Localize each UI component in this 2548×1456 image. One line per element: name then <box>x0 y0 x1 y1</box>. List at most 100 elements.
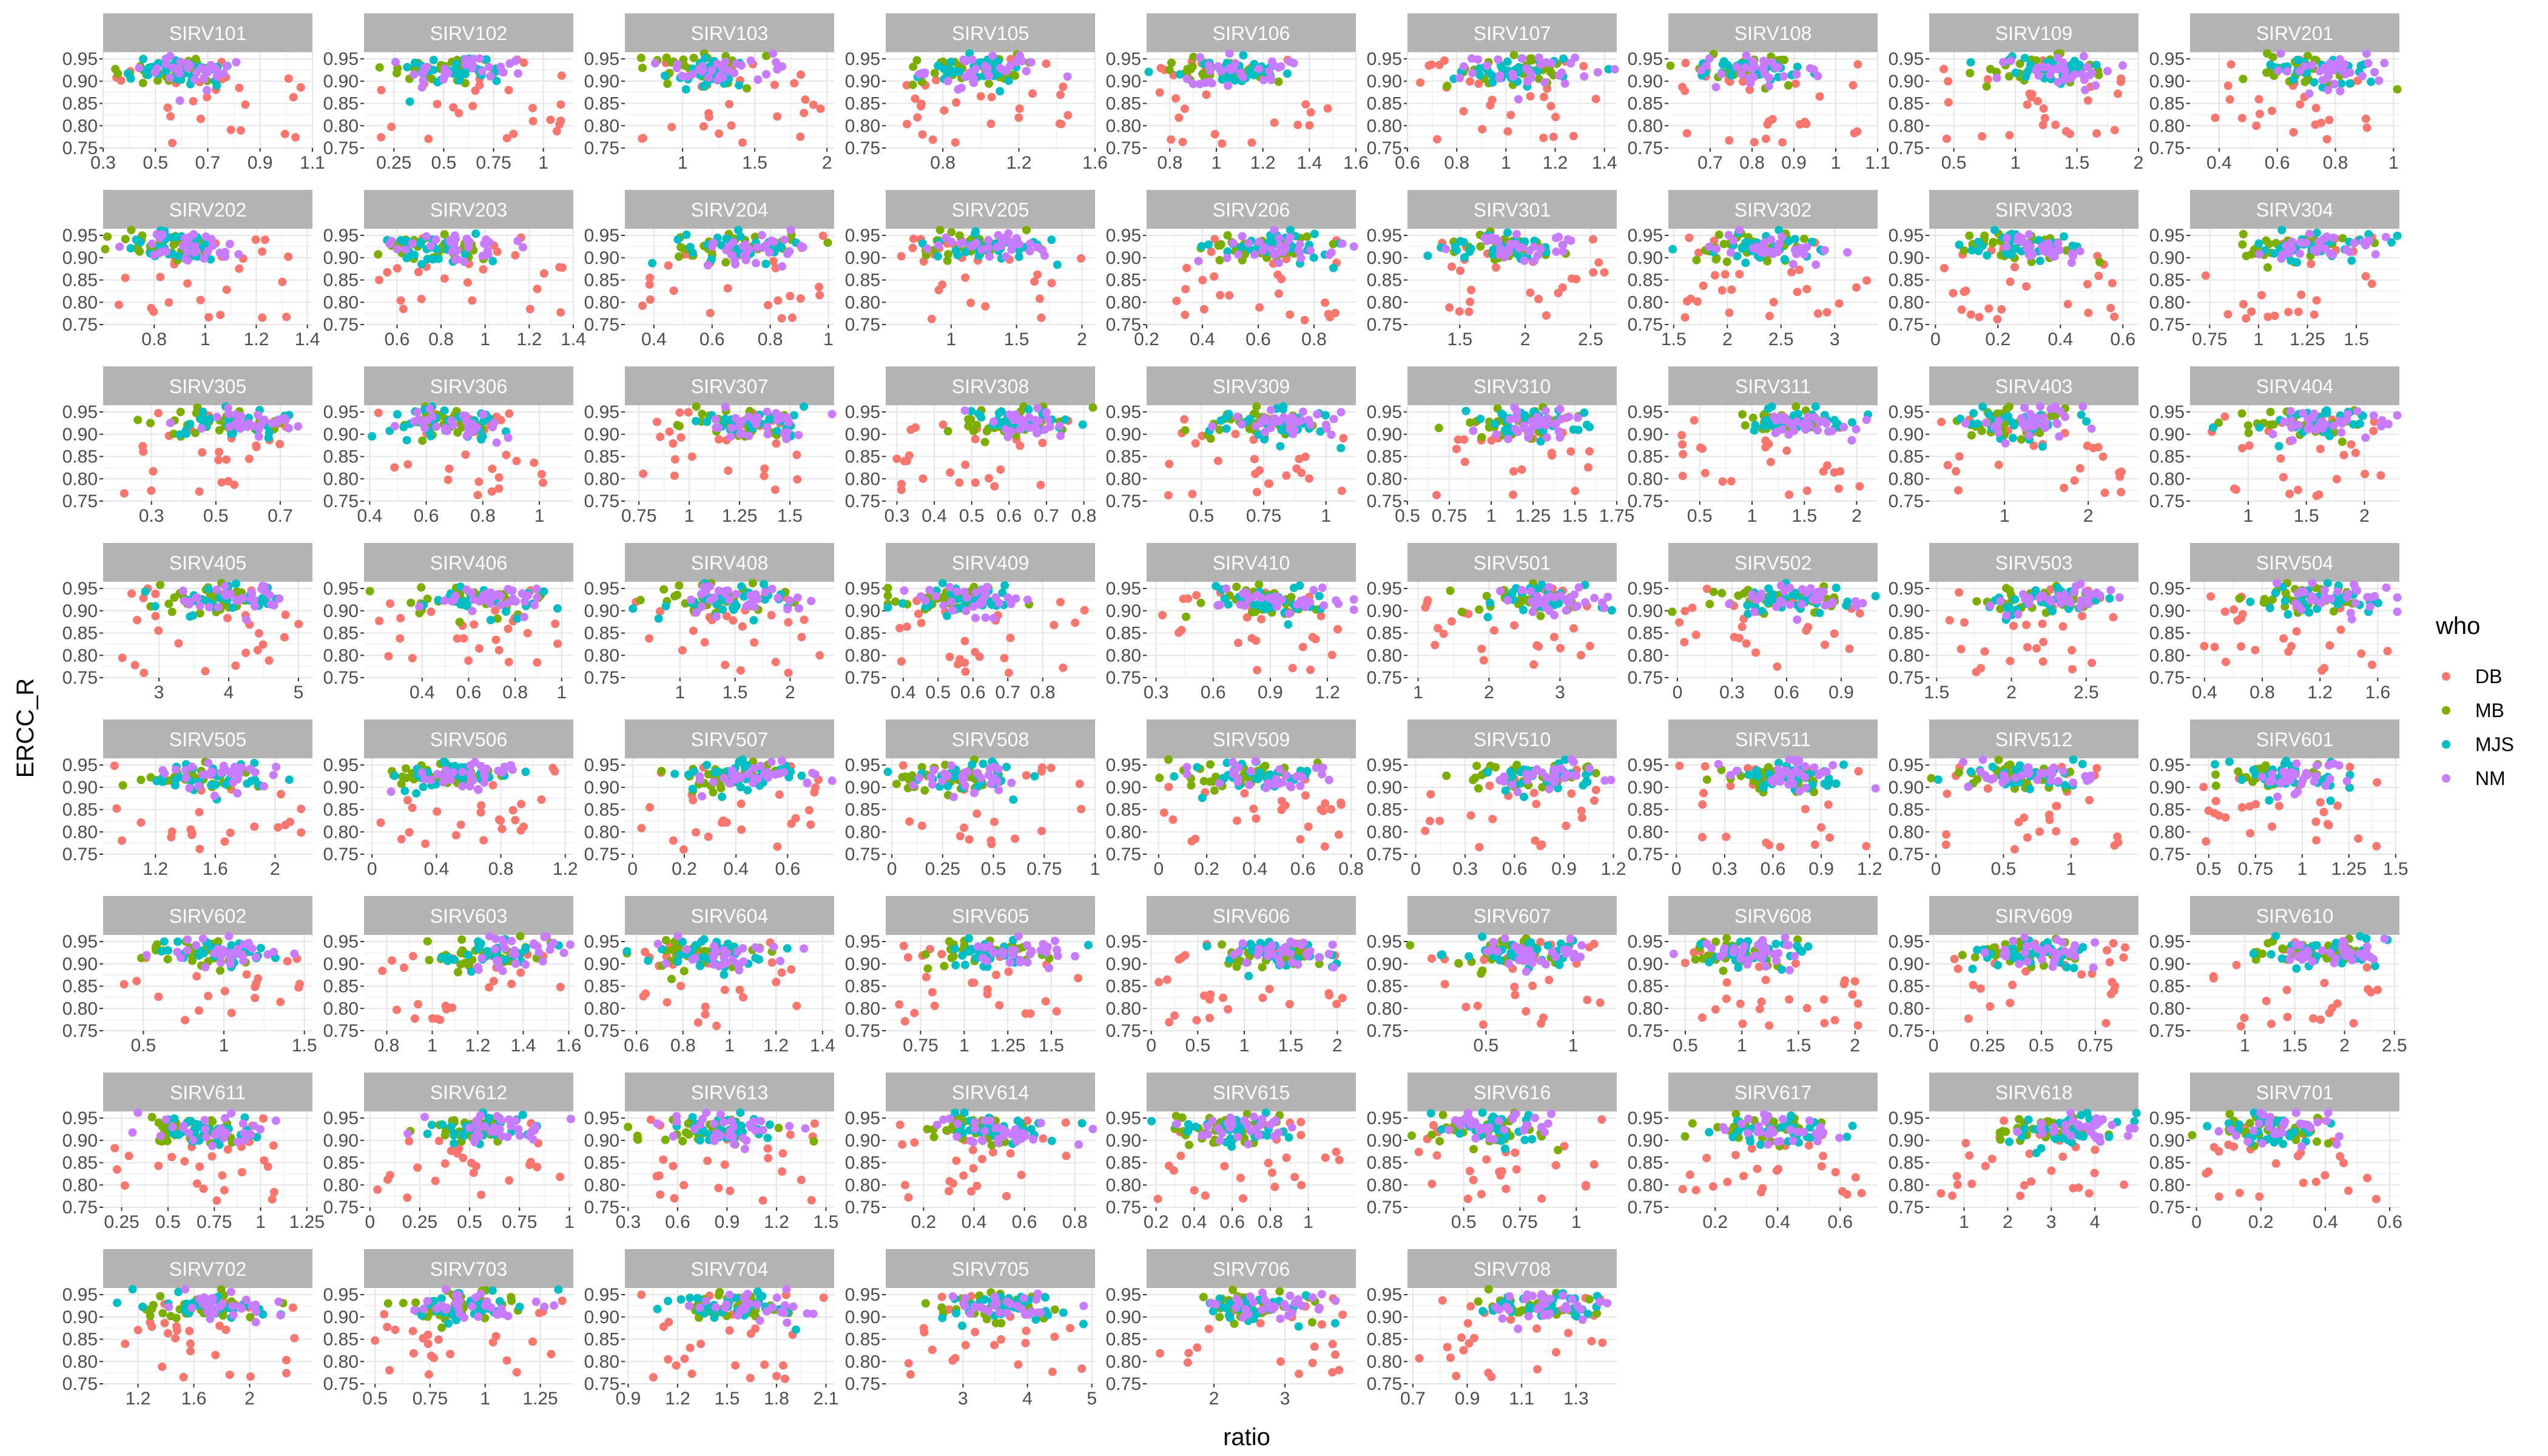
data-point <box>1465 247 1474 256</box>
data-point <box>2010 263 2019 272</box>
y-tick-label: 0.80 <box>1106 645 1141 666</box>
data-point <box>2322 135 2331 144</box>
y-tick-label: 0.95 <box>584 226 619 246</box>
y-tick-label: 0.85 <box>845 447 880 467</box>
data-point <box>1194 257 1203 266</box>
data-point <box>2276 454 2285 463</box>
data-point <box>667 123 676 132</box>
data-point <box>414 268 423 277</box>
data-point <box>987 93 996 102</box>
y-tick-label: 0.85 <box>845 624 880 644</box>
data-point <box>903 120 911 129</box>
data-point <box>1719 240 1728 249</box>
data-point <box>2060 232 2068 241</box>
data-point <box>1000 653 1009 662</box>
data-point <box>150 602 160 611</box>
data-point <box>1725 136 1734 145</box>
x-tick-label: 1.5 <box>723 682 748 703</box>
data-point <box>1311 635 1320 644</box>
data-point <box>186 419 195 428</box>
data-point <box>752 258 760 268</box>
data-point <box>1199 305 1208 314</box>
data-point <box>1466 297 1474 306</box>
x-tick-label: 1.4 <box>561 329 586 349</box>
data-point <box>238 593 247 602</box>
data-point <box>1218 139 1227 148</box>
data-point <box>933 252 942 261</box>
data-point <box>281 416 290 425</box>
data-point <box>1005 61 1014 70</box>
data-point <box>1423 251 1432 260</box>
data-point <box>1580 72 1589 81</box>
facet-title: SIRV101 <box>169 22 247 44</box>
y-tick-label: 0.90 <box>584 248 619 268</box>
y-tick-label: 0.95 <box>1889 49 1924 69</box>
data-point <box>762 52 771 60</box>
facet-title: SIRV301 <box>1474 199 1551 221</box>
data-point <box>2393 231 2402 240</box>
data-point <box>2003 234 2011 243</box>
data-point <box>1990 226 1999 235</box>
y-tick-label: 0.90 <box>1367 248 1402 268</box>
data-point <box>1247 138 1256 147</box>
data-point <box>1327 650 1336 659</box>
data-point <box>555 120 564 129</box>
data-point <box>1555 405 1565 414</box>
data-point <box>1011 594 1020 603</box>
data-point <box>2069 252 2077 260</box>
data-point <box>2307 260 2316 268</box>
data-point <box>2254 95 2263 104</box>
data-point <box>172 232 181 241</box>
data-point <box>1287 413 1296 422</box>
y-tick-label: 0.80 <box>845 469 880 489</box>
data-point <box>365 587 374 596</box>
data-point <box>1337 487 1346 496</box>
facet-title: SIRV406 <box>430 552 508 574</box>
data-point <box>676 433 686 442</box>
y-tick-label: 0.95 <box>1106 402 1141 422</box>
data-point <box>969 426 978 436</box>
x-tick-label: 0.75 <box>2192 329 2227 349</box>
data-point <box>2308 61 2317 70</box>
data-point <box>525 305 534 314</box>
data-point <box>183 247 192 256</box>
data-point <box>153 76 162 85</box>
data-point <box>1025 413 1034 422</box>
data-point <box>469 55 478 64</box>
data-point <box>736 232 745 241</box>
data-point <box>2294 308 2303 316</box>
x-tick-label: 1.2 <box>1315 682 1340 703</box>
data-point <box>645 295 655 304</box>
data-point <box>2038 442 2047 451</box>
x-tick-label: 0.9 <box>248 153 273 173</box>
data-point <box>103 232 112 241</box>
data-point <box>927 314 936 323</box>
x-tick-label: 0.6 <box>414 506 439 526</box>
data-point <box>983 582 992 592</box>
data-point <box>2084 308 2093 317</box>
x-tick-label: 0.8 <box>141 329 167 349</box>
data-point <box>2371 250 2380 259</box>
x-tick-label: 0.8 <box>2323 153 2348 173</box>
data-point <box>284 252 293 261</box>
data-point <box>721 661 730 670</box>
data-point <box>2279 473 2288 482</box>
data-point <box>1546 67 1555 76</box>
data-point <box>2117 488 2126 497</box>
data-point <box>982 426 991 436</box>
x-tick-label: 3 <box>1830 329 1840 349</box>
data-point <box>2311 104 2320 113</box>
data-point <box>2286 406 2295 416</box>
data-point <box>1514 95 1523 104</box>
data-point <box>946 468 955 477</box>
data-point <box>1476 414 1485 423</box>
data-point <box>1585 447 1594 456</box>
data-point <box>787 313 797 322</box>
data-point <box>2041 423 2050 433</box>
data-point <box>721 414 729 423</box>
data-point <box>459 634 468 643</box>
